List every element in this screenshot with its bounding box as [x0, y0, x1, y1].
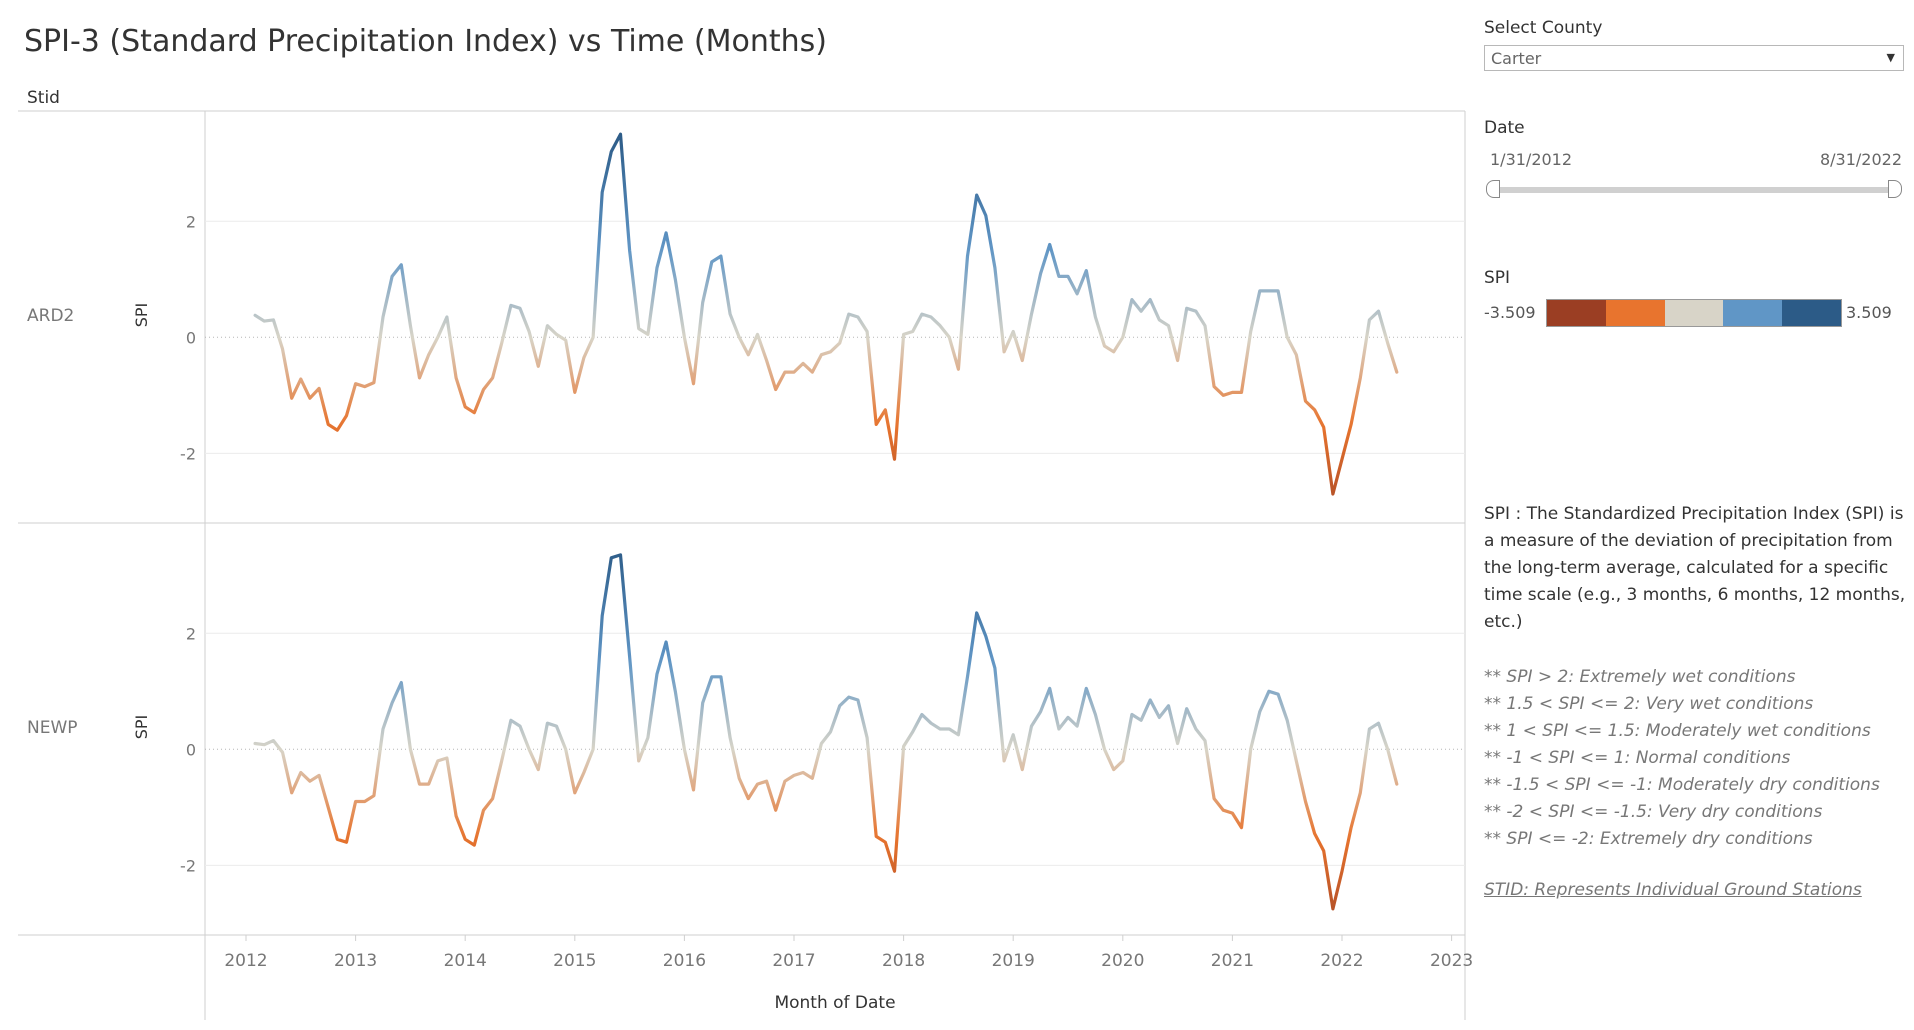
y-tick-label: -2 — [180, 856, 196, 875]
county-select-value: Carter — [1491, 49, 1542, 68]
x-tick-label: 2023 — [1430, 951, 1473, 971]
legend-title: SPI — [1484, 268, 1511, 288]
legend-color-step — [1723, 300, 1783, 326]
stid-column-header: Stid — [27, 88, 60, 108]
x-tick-label: 2020 — [1101, 951, 1144, 971]
condition-item: ** SPI > 2: Extremely wet conditions — [1484, 667, 1796, 687]
condition-item: ** -1.5 < SPI <= -1: Moderately dry cond… — [1484, 775, 1880, 795]
x-tick-label: 2016 — [663, 951, 706, 971]
legend-max-value: 3.509 — [1846, 303, 1892, 322]
legend-color-step — [1664, 300, 1724, 326]
condition-item: ** -2 < SPI <= -1.5: Very dry conditions — [1484, 802, 1823, 822]
condition-item: ** 1 < SPI <= 1.5: Moderately wet condit… — [1484, 721, 1871, 741]
x-tick-label: 2013 — [334, 951, 377, 971]
x-tick-label: 2012 — [224, 951, 267, 971]
spi-series-line — [253, 132, 1399, 496]
condition-item: ** -1 < SPI <= 1: Normal conditions — [1484, 748, 1791, 768]
spi-chart: -2 0 2 ARD2 SPI -2 0 2 NEWP SPI 2012 2013 2014 2015… — [18, 110, 1473, 1020]
x-tick-label: 2015 — [553, 951, 596, 971]
county-select-label: Select County — [1484, 18, 1603, 38]
y-tick-label: -2 — [180, 444, 196, 463]
legend-color-step — [1782, 300, 1841, 326]
legend-min-value: -3.509 — [1484, 303, 1536, 322]
panel-label: NEWP — [27, 718, 78, 738]
x-axis-title: Month of Date — [774, 993, 895, 1013]
x-tick-label: 2019 — [992, 951, 1035, 971]
x-tick-label: 2022 — [1320, 951, 1363, 971]
date-slider-end-handle[interactable] — [1888, 180, 1902, 198]
legend-color-step — [1605, 300, 1665, 326]
y-tick-label: 0 — [186, 328, 196, 347]
date-slider-start-handle[interactable] — [1486, 180, 1500, 198]
y-tick-label: 2 — [186, 212, 196, 231]
stid-note: STID: Represents Individual Ground Stati… — [1484, 880, 1862, 900]
x-tick-label: 2014 — [444, 951, 487, 971]
chevron-down-icon[interactable]: ▼ — [1886, 51, 1895, 64]
panel-label: ARD2 — [27, 306, 74, 326]
date-end-value: 8/31/2022 — [1819, 150, 1902, 169]
x-tick-label: 2018 — [882, 951, 925, 971]
x-tick-label: 2017 — [772, 951, 815, 971]
date-range-slider[interactable] — [1496, 187, 1892, 193]
date-filter-label: Date — [1484, 118, 1525, 138]
y-axis-title: SPI — [132, 303, 151, 328]
x-tick-label: 2021 — [1211, 951, 1254, 971]
spi-description: SPI : The Standardized Precipitation Ind… — [1484, 504, 1906, 632]
condition-item: ** 1.5 < SPI <= 2: Very wet conditions — [1484, 694, 1814, 714]
condition-item: ** SPI <= -2: Extremely dry conditions — [1484, 829, 1813, 849]
y-tick-label: 2 — [186, 624, 196, 643]
x-axis: 2012 2013 2014 2015 2016 2017 2018 2019 2020 2021… — [224, 935, 1473, 1013]
legend-color-step — [1547, 300, 1606, 326]
conditions-list: ** SPI > 2: Extremely wet conditions ** 1… — [1484, 664, 1914, 853]
panel-ard2: -2 0 2 ARD2 SPI — [27, 132, 1465, 496]
panel-newp: -2 0 2 NEWP SPI — [27, 553, 1465, 911]
y-tick-label: 0 — [186, 740, 196, 759]
date-start-value: 1/31/2012 — [1490, 150, 1573, 169]
y-axis-title: SPI — [132, 715, 151, 740]
color-legend-bar — [1546, 299, 1842, 327]
right-panel: Select County Carter ▼ Date 1/31/2012 8/… — [1484, 0, 1914, 1030]
chart-frame — [18, 110, 1466, 1020]
page-title: SPI-3 (Standard Precipitation Index) vs … — [24, 24, 827, 59]
county-select[interactable]: Carter ▼ — [1484, 45, 1904, 71]
spi-series-line — [253, 553, 1399, 911]
